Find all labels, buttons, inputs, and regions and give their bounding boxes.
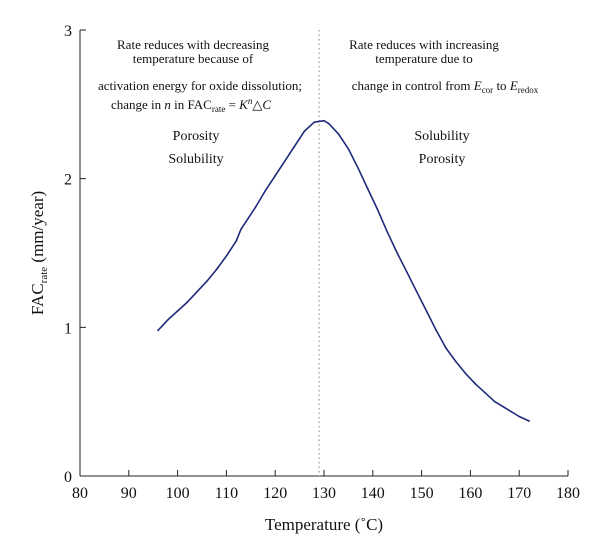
data-point [323,119,325,122]
data-point [264,189,267,192]
data-point [225,255,228,257]
data-point [528,420,530,422]
data-point [196,290,198,293]
x-tick-label: 120 [263,485,287,502]
left-annotation: Rate reduces with decreasing temperature… [98,37,302,167]
right-label-porosity: Porosity [419,152,466,167]
data-point [254,206,257,208]
data-point [240,228,242,230]
right-note-line3: change in control from Ecor to Eredox [352,78,539,95]
y-tick-label: 3 [64,23,72,40]
left-label-solubility: Solubility [168,152,223,167]
data-point [376,209,379,211]
data-point [206,280,208,283]
data-point [503,406,506,409]
x-ticks: 80 90 100 110 120 130 140 150 160 170 180 [72,470,580,502]
data-point [186,301,189,303]
data-point [337,133,340,135]
data-point [445,347,447,349]
data-point [386,231,389,233]
x-tick-label: 80 [72,485,88,502]
y-ticks: 0 1 2 3 [64,23,86,486]
y-tick-label: 1 [64,320,72,337]
y-tick-label: 2 [64,172,72,189]
x-axis-label: Temperature (˚C) [265,515,383,534]
data-point [215,268,218,271]
data-point [425,310,428,312]
x-tick-label: 100 [166,485,190,502]
left-note-line1: Rate reduces with decreasing [117,37,269,52]
left-note-line4: change in n in FACrate = Kn△C [111,96,271,114]
data-point [328,122,330,125]
data-point [435,329,438,332]
left-label-porosity: Porosity [173,129,220,144]
left-note-line2: temperature because of [133,51,254,66]
data-point [167,319,169,321]
data-point [313,121,316,123]
data-point [176,310,179,312]
data-point [415,290,418,293]
data-point [357,167,360,170]
data-point [474,383,477,385]
data-point [157,329,159,332]
data-point [367,188,369,190]
data-point [406,271,408,274]
data-point [235,240,237,242]
x-tick-label: 180 [556,485,580,502]
data-point [274,174,277,177]
right-annotation: Rate reduces with increasing temperature… [349,37,539,167]
y-tick-label: 0 [64,469,72,486]
data-point [494,400,496,403]
x-tick-label: 160 [458,485,482,502]
x-tick-label: 140 [361,485,385,502]
x-tick-label: 90 [121,485,137,502]
series-line [157,119,530,422]
data-point [396,252,399,254]
x-tick-label: 130 [312,485,336,502]
data-point [303,130,306,132]
data-point [455,360,457,363]
series-points [157,119,530,422]
right-note-line2: temperature due to [375,51,472,66]
data-point [293,145,296,147]
data-point [347,148,350,150]
x-tick-label: 170 [507,485,531,502]
data-point [484,391,486,394]
data-point [284,160,286,162]
x-tick-label: 150 [410,485,434,502]
right-note-line1: Rate reduces with increasing [349,37,499,52]
x-tick-label: 110 [215,485,238,502]
right-label-solubility: Solubility [414,129,469,144]
data-point [518,415,520,418]
data-point [464,372,467,375]
left-note-line3: activation energy for oxide dissolution; [98,78,302,93]
y-axis-label: FACrate (mm/year) [28,191,50,315]
data-point [245,221,247,223]
